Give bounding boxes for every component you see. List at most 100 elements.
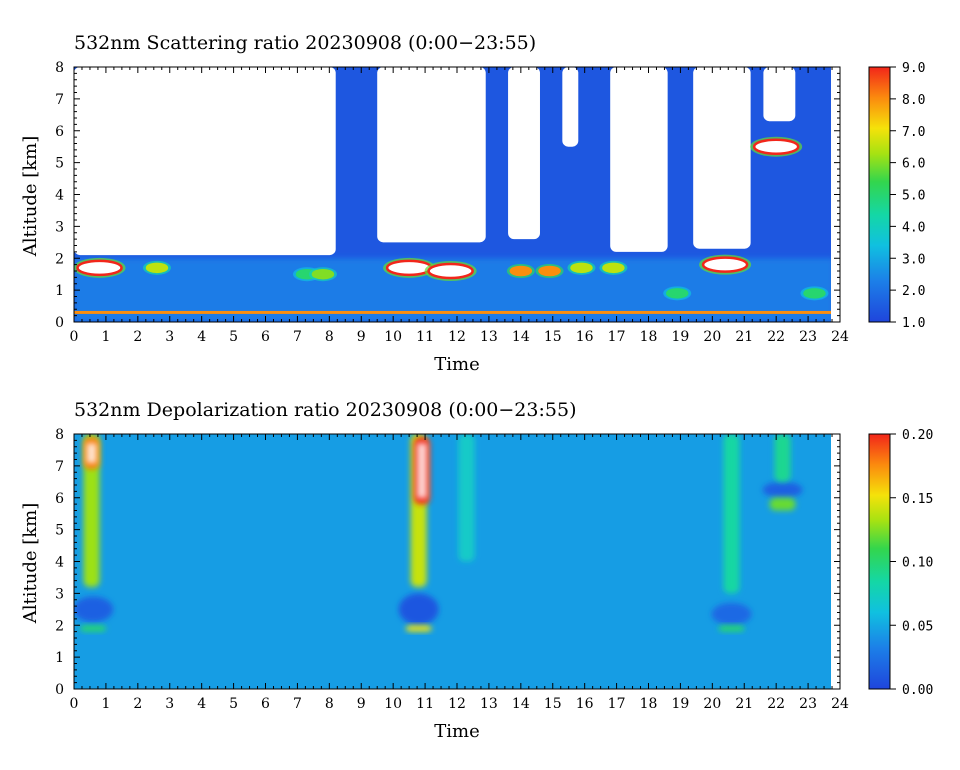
x-tick-label: 10 <box>384 696 402 712</box>
y-tick-label: 8 <box>55 427 64 443</box>
colorbar-tick-label: 9.0 <box>902 61 925 76</box>
colorbar <box>868 66 891 323</box>
x-tick-label: 12 <box>448 696 466 712</box>
x-tick-label: 6 <box>261 696 270 712</box>
feature-blob <box>570 262 593 274</box>
plot-area <box>74 434 831 689</box>
x-tick-label: 17 <box>608 696 626 712</box>
feature-blob <box>145 262 169 274</box>
y-tick-label: 5 <box>55 156 64 172</box>
x-tick-label: 12 <box>448 329 466 345</box>
depol-column <box>83 434 100 587</box>
low-depol-patch <box>762 481 803 498</box>
x-tick-label: 4 <box>197 329 206 345</box>
colorbar-ticks: 0.00 0.05 0.10 0.15 0.20 <box>890 428 933 698</box>
x-tick-label: 1 <box>101 696 110 712</box>
feature-blob <box>665 288 689 299</box>
y-tick-label: 4 <box>55 188 64 204</box>
feature-blob <box>385 259 433 277</box>
x-tick-label: 23 <box>799 329 817 345</box>
depol-column <box>458 434 475 562</box>
x-tick-label: 7 <box>293 329 302 345</box>
x-tick-label: 16 <box>576 329 594 345</box>
x-tick-label: 7 <box>293 696 302 712</box>
colorbar-tick-label: 1.0 <box>902 316 925 331</box>
feature-blob <box>427 262 474 280</box>
y-axis-label: Altitude [km] <box>20 136 41 258</box>
x-tick-label: 19 <box>672 696 690 712</box>
x-tick-label: 0 <box>70 696 79 712</box>
x-tick-label: 11 <box>416 329 434 345</box>
colorbar-tick-label: 2.0 <box>902 284 925 299</box>
x-tick-label: 8 <box>325 696 334 712</box>
x-tick-label: 3 <box>165 329 174 345</box>
y-axis: 0 1 2 3 4 5 6 7 8 <box>55 427 840 698</box>
x-tick-label: 19 <box>672 329 690 345</box>
x-tick-label: 17 <box>608 329 626 345</box>
colorbar-tick-label: 0.05 <box>902 619 933 634</box>
chart-title: 532nm Depolarization ratio 20230908 (0:0… <box>74 399 576 421</box>
colorbar-tick-label: 8.0 <box>902 93 925 108</box>
feature-blob <box>701 256 749 273</box>
depol-column <box>80 625 107 632</box>
low-depol-patch <box>711 602 752 626</box>
colorbar-tick-label: 0.15 <box>902 492 933 507</box>
x-axis-label: Time <box>434 354 479 375</box>
colorbar-tick-label: 0.20 <box>902 428 933 443</box>
no-data-region <box>377 67 486 243</box>
y-tick-label: 2 <box>55 251 64 267</box>
x-tick-label: 0 <box>70 329 79 345</box>
x-tick-label: 8 <box>325 329 334 345</box>
x-tick-label: 13 <box>480 329 498 345</box>
x-tick-label: 15 <box>544 329 562 345</box>
x-tick-label: 5 <box>229 696 238 712</box>
depol-column <box>718 625 745 632</box>
x-tick-label: 5 <box>229 329 238 345</box>
chart-title: 532nm Scattering ratio 20230908 (0:00−23… <box>74 32 536 54</box>
y-tick-label: 4 <box>55 555 64 571</box>
colorbar <box>868 433 891 690</box>
plot-area <box>74 67 831 322</box>
x-axis: 0 1 2 3 4 5 6 7 8 9 10 11 12 13 14 15 16 17 18 19 20 21 22 23 24 <box>70 434 849 712</box>
y-tick-label: 7 <box>55 92 64 108</box>
x-tick-label: 9 <box>357 696 366 712</box>
x-tick-label: 14 <box>512 329 530 345</box>
x-tick-label: 16 <box>576 696 594 712</box>
x-tick-label: 22 <box>767 329 785 345</box>
colorbar-tick-label: 6.0 <box>902 157 925 172</box>
x-tick-label: 3 <box>165 696 174 712</box>
y-tick-label: 6 <box>55 491 64 507</box>
x-tick-label: 20 <box>703 329 721 345</box>
feature-blob <box>509 265 533 277</box>
y-tick-label: 0 <box>55 315 64 331</box>
x-tick-label: 20 <box>703 696 721 712</box>
feature-blob <box>752 138 800 155</box>
y-tick-label: 3 <box>55 219 64 235</box>
y-tick-label: 3 <box>55 586 64 602</box>
x-tick-label: 18 <box>640 696 658 712</box>
colorbar-tick-label: 0.10 <box>902 556 933 571</box>
heatmap-background <box>74 434 831 689</box>
y-tick-label: 5 <box>55 523 64 539</box>
no-data-region <box>74 67 336 256</box>
depol-column <box>405 625 432 632</box>
no-data-region <box>763 67 796 122</box>
depol-saturated <box>416 443 427 499</box>
feature-blob <box>803 288 826 299</box>
x-tick-label: 9 <box>357 329 366 345</box>
colorbar-tick-label: 5.0 <box>902 189 925 204</box>
x-tick-label: 13 <box>480 696 498 712</box>
y-tick-label: 6 <box>55 124 64 140</box>
feature-blob <box>311 268 335 280</box>
x-tick-label: 4 <box>197 696 206 712</box>
colorbar-tick-label: 3.0 <box>902 252 925 267</box>
scattering-ratio-chart: 532nm Scattering ratio 20230908 (0:00−23… <box>20 32 925 375</box>
no-data-region <box>693 67 751 249</box>
x-tick-label: 2 <box>133 696 142 712</box>
feature-blob <box>538 265 561 277</box>
low-depol-patch <box>74 596 114 623</box>
x-tick-label: 10 <box>384 329 402 345</box>
y-tick-label: 8 <box>55 60 64 76</box>
depolarization-ratio-chart: 532nm Depolarization ratio 20230908 (0:0… <box>20 399 933 742</box>
